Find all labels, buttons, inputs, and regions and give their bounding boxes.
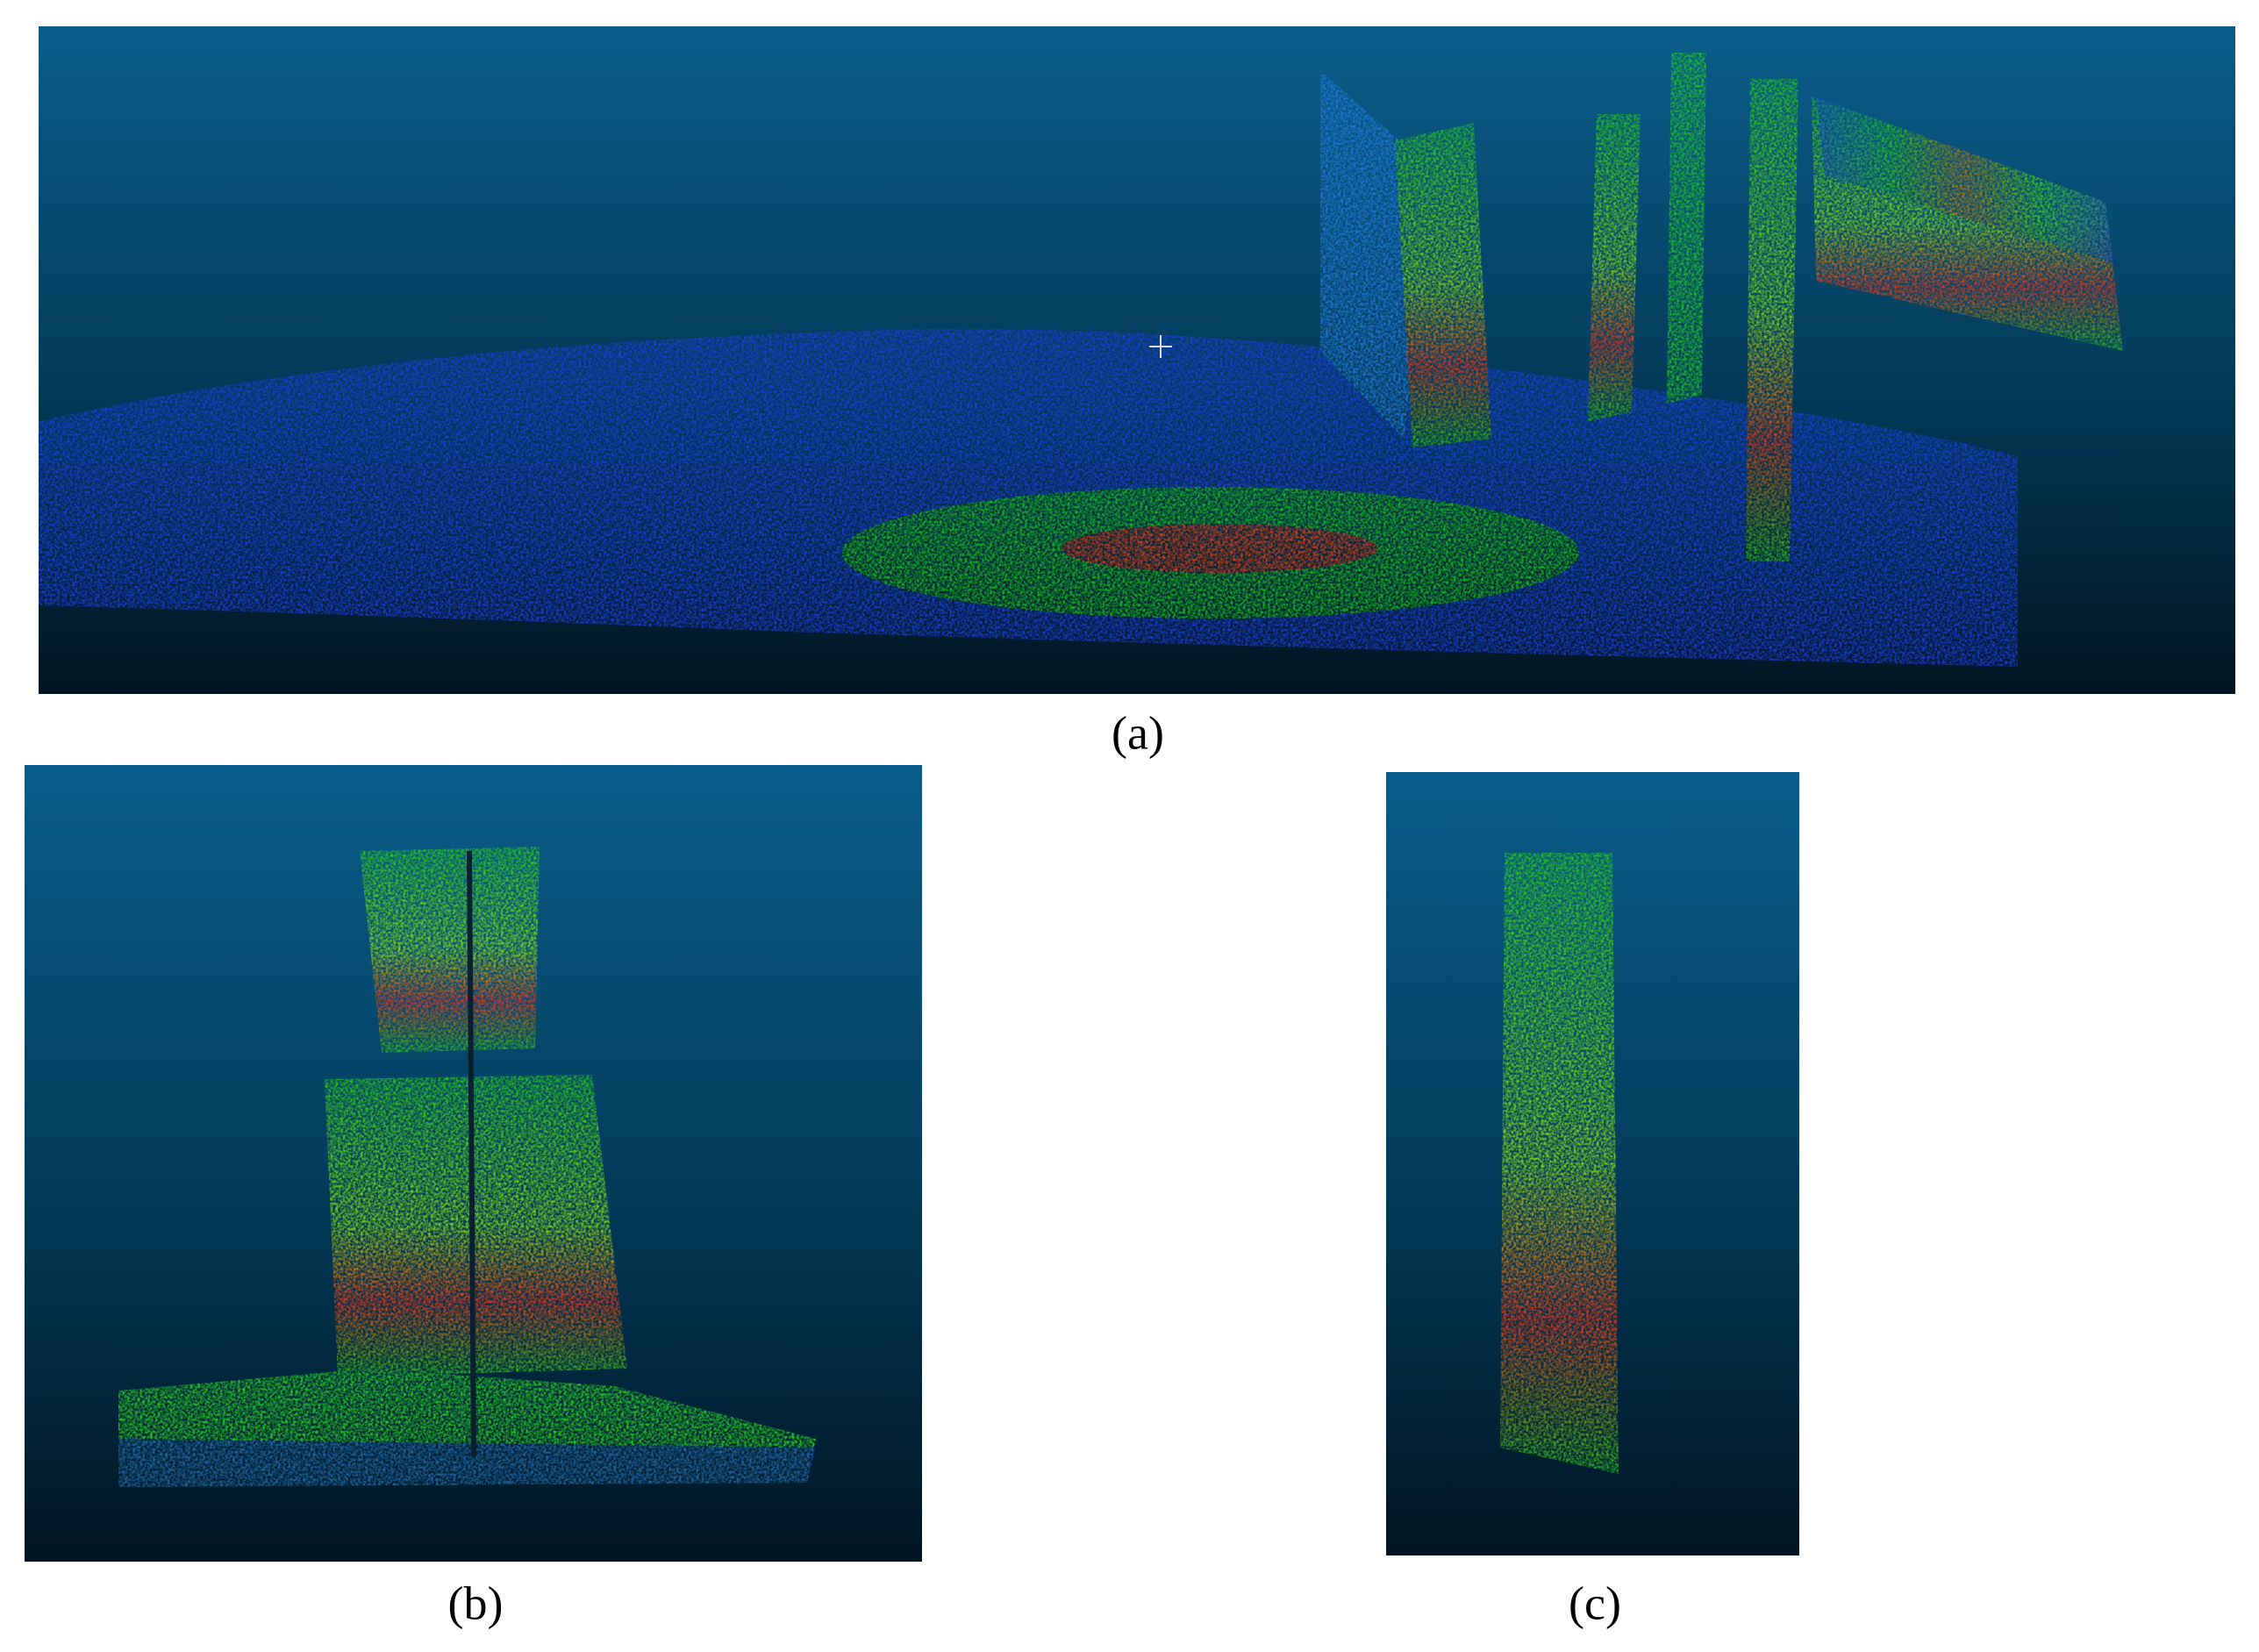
panel-b <box>25 765 922 1562</box>
point-cloud <box>1500 853 1619 1474</box>
panel-label: (a) <box>1112 706 1164 759</box>
panel-c <box>1386 772 1799 1555</box>
panel-label: (b) <box>448 1577 504 1629</box>
panel-a <box>39 26 2235 694</box>
panel-label: (c) <box>1569 1577 1621 1629</box>
point-cloud <box>39 53 2123 667</box>
seam <box>467 850 476 1457</box>
point-cloud <box>118 847 816 1487</box>
